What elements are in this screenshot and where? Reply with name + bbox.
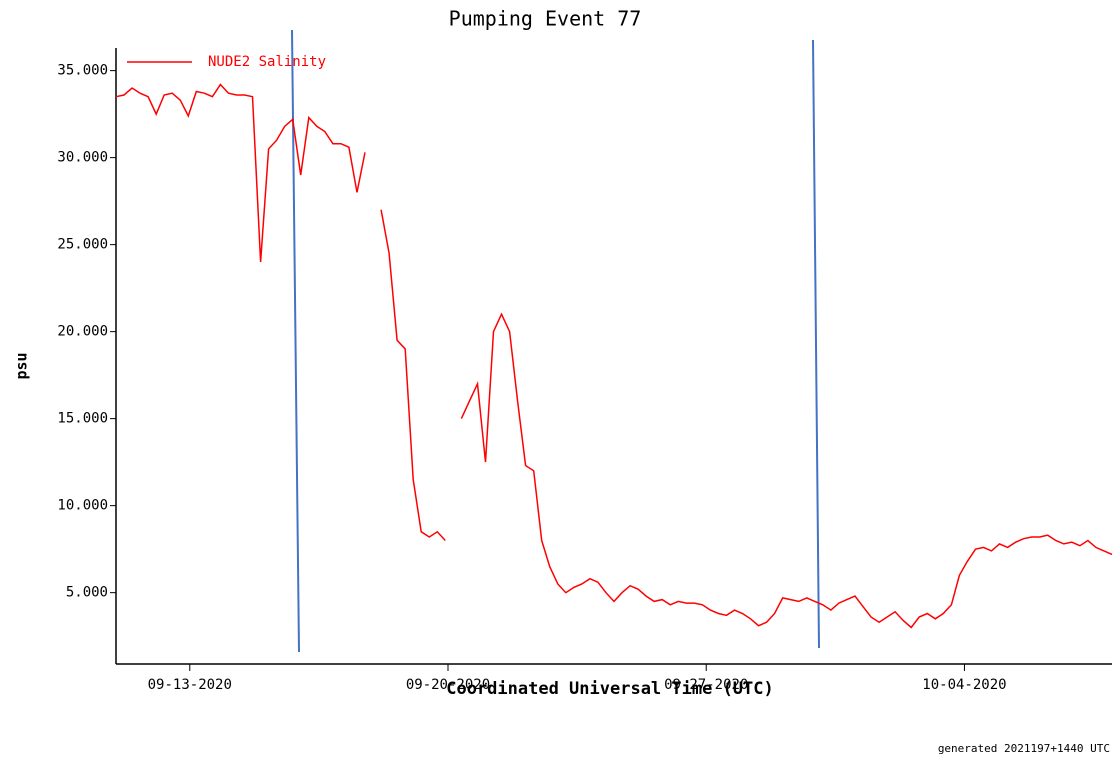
x-tick-label: 10-04-2020 xyxy=(922,677,1006,693)
y-tick-label: 30.000 xyxy=(57,150,108,166)
x-tick-label: 09-27-2020 xyxy=(664,677,748,693)
y-tick-label: 35.000 xyxy=(57,63,108,79)
x-tick-label: 09-20-2020 xyxy=(406,677,490,693)
y-tick-label: 5.000 xyxy=(66,585,108,601)
x-tick-label: 09-13-2020 xyxy=(148,677,232,693)
y-tick-label: 15.000 xyxy=(57,411,108,427)
series-line xyxy=(115,83,1113,629)
legend-label: NUDE2 Salinity xyxy=(208,54,326,70)
footer: generated 2021197+1440 UTC xyxy=(938,742,1110,755)
event-marker xyxy=(812,39,820,649)
chart-title: Pumping Event 77 xyxy=(449,7,642,31)
y-tick-label: 20.000 xyxy=(57,324,108,340)
y-tick-label: 10.000 xyxy=(57,498,108,514)
y-axis-label: psu xyxy=(13,352,31,379)
x-axis-label: Coordinated Universal Time (UTC) xyxy=(446,679,774,699)
event-marker xyxy=(291,29,300,653)
y-tick-label: 25.000 xyxy=(57,237,108,253)
